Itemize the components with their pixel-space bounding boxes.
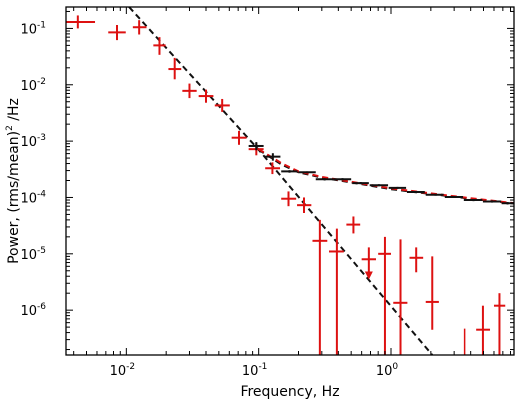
black-crosses-point-0: [248, 142, 264, 151]
red-crosses-point-7: [214, 98, 230, 112]
x-tick-label-2: 100: [376, 362, 399, 379]
y-tick-label-5-base: 10: [20, 22, 37, 37]
red-crosses-point-19: [409, 247, 424, 273]
y-tick-label-4: 10-2: [20, 77, 46, 94]
x-tick-label-2-exp: 0: [392, 362, 398, 372]
y-tick-label-5-exp: -1: [37, 20, 46, 30]
black-crosses-point-7: [369, 184, 389, 187]
red-crosses-point-14: [329, 228, 344, 355]
red-crosses-point-6: [198, 89, 214, 103]
y-tick-label-0: 10-6: [20, 302, 46, 319]
x-axis-label: Frequency, Hz: [240, 384, 339, 400]
black-crosses-point-13: [482, 200, 502, 203]
black-crosses-point-1: [265, 153, 281, 161]
red-crosses-point-11: [281, 191, 297, 207]
model-line-1: [258, 148, 515, 205]
black-crosses-point-10: [425, 193, 444, 196]
series-1-black-crosses: [248, 142, 514, 205]
y-tick-label-0-base: 10: [20, 304, 37, 319]
y-tick-label-2: 10-4: [20, 189, 46, 206]
black-crosses-point-5: [333, 178, 352, 181]
plot-frame: [65, 6, 515, 356]
red-crosses-point-10: [265, 162, 281, 175]
y-tick-label-4-exp: -2: [37, 77, 46, 87]
y-tick-label-3: 10-3: [20, 133, 46, 150]
y-tick-label-2-exp: -4: [37, 189, 46, 199]
black-crosses-point-6: [352, 182, 369, 185]
red-crosses-point-20: [425, 256, 439, 330]
red-crosses-point-1: [108, 25, 126, 41]
red-crosses-point-13: [312, 219, 328, 355]
y-tick-label-5: 10-1: [20, 20, 46, 37]
y-tick-label-1-exp: -5: [37, 246, 46, 256]
y-axis-label-main: Power, (rms/mean): [6, 131, 22, 264]
red-crosses-point-17: [378, 236, 392, 355]
y-tick-label-1-base: 10: [20, 248, 37, 263]
x-tick-label-0-exp: -2: [126, 362, 135, 372]
red-crosses-point-21: [476, 305, 491, 355]
black-crosses-point-2: [281, 170, 298, 173]
red-crosses-point-8: [231, 130, 247, 145]
x-tick-label-2-base: 10: [376, 364, 393, 379]
black-crosses-point-12: [463, 198, 483, 202]
chart-marks: [66, 6, 515, 356]
red-crosses-point-4: [168, 57, 182, 80]
x-tick-label-0-base: 10: [110, 364, 127, 379]
y-tick-label-0-exp: -6: [37, 302, 46, 312]
x-tick-label-1: 10-1: [242, 362, 268, 379]
black-crosses-point-11: [444, 195, 464, 198]
y-tick-label-3-base: 10: [20, 135, 37, 150]
red-crosses-point-22: [493, 293, 506, 355]
red-crosses-point-5: [182, 83, 197, 99]
y-tick-label-4-base: 10: [20, 79, 37, 94]
red-crosses-point-2: [132, 20, 147, 35]
model-line-2: [258, 148, 515, 205]
x-tick-label-1-base: 10: [242, 364, 259, 379]
red-crosses-point-18: [393, 239, 408, 355]
y-axis-label-superscript: 2: [5, 125, 15, 131]
x-tick-label-0: 10-2: [110, 362, 136, 379]
red-crosses-point-12: [297, 197, 312, 213]
black-crosses-point-3: [298, 171, 316, 174]
red-crosses-point-3: [153, 37, 166, 55]
y-axis-label: Power, (rms/mean)2 /Hz: [5, 98, 22, 264]
y-axis-label-unit: /Hz: [6, 98, 22, 125]
series-0-red-crosses: [66, 15, 506, 355]
black-crosses-point-8: [388, 186, 407, 189]
x-tick-label-1-exp: -1: [258, 362, 267, 372]
y-tick-label-1: 10-5: [20, 246, 46, 263]
black-crosses-point-4: [315, 178, 334, 181]
black-crosses-point-9: [406, 191, 425, 194]
y-tick-label-3-exp: -3: [37, 133, 46, 143]
y-tick-label-2-base: 10: [20, 191, 37, 206]
upper-limit-arrow-0: [364, 271, 373, 280]
red-crosses-point-15: [346, 216, 361, 234]
red-crosses-point-0: [66, 15, 96, 29]
